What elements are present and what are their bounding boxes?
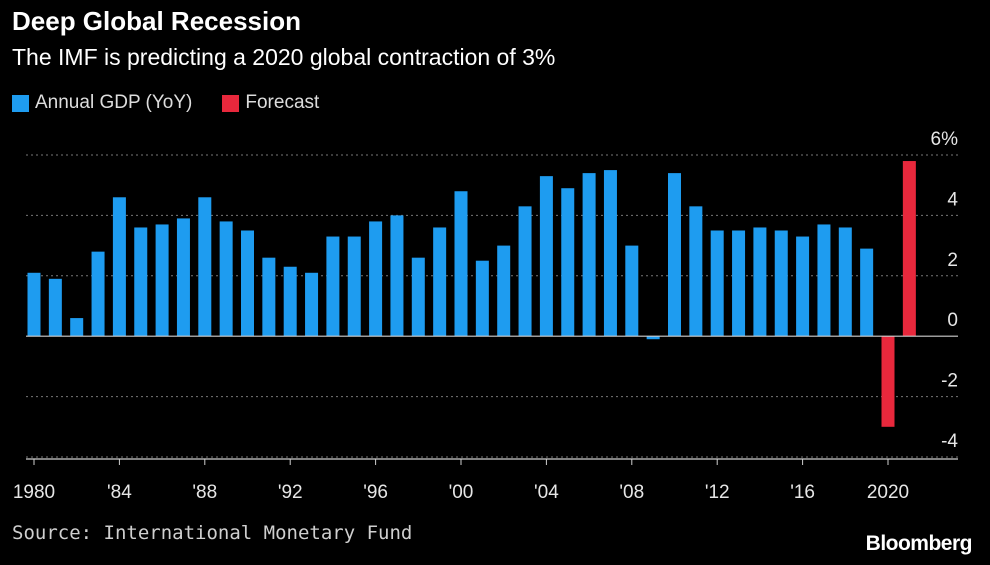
legend-swatch-annual-gdp	[12, 94, 29, 112]
y-tick-label: -2	[941, 371, 958, 392]
x-tick-label: '12	[705, 482, 730, 503]
source-note: Source: International Monetary Fund	[12, 522, 413, 544]
bar-annual-gdp	[91, 251, 105, 337]
bar-annual-gdp	[860, 248, 874, 337]
y-tick-label: 4	[947, 189, 958, 210]
bar-annual-gdp	[732, 230, 746, 337]
x-tick-label: '00	[449, 482, 474, 503]
bar-annual-gdp	[27, 272, 41, 337]
x-tick-label: 1980	[13, 482, 55, 503]
bar-forecast	[902, 161, 916, 337]
bloomberg-logo: Bloomberg	[865, 532, 973, 555]
legend-item-annual-gdp: Annual GDP (YoY)	[12, 92, 192, 114]
bar-annual-gdp	[625, 245, 639, 337]
bar-annual-gdp	[70, 318, 84, 337]
bar-annual-gdp	[433, 227, 447, 337]
bar-annual-gdp	[369, 221, 383, 337]
bar-annual-gdp	[48, 278, 62, 337]
bar-annual-gdp	[176, 218, 190, 337]
bar-annual-gdp	[582, 173, 596, 337]
chart-title: Deep Global Recession	[12, 6, 301, 36]
x-tick-label: '16	[790, 482, 815, 503]
y-tick-label: 2	[947, 250, 958, 271]
bar-annual-gdp	[710, 230, 724, 337]
bar-annual-gdp	[283, 266, 297, 337]
legend-label-annual-gdp: Annual GDP (YoY)	[35, 92, 193, 113]
bar-annual-gdp	[262, 257, 276, 337]
bar-annual-gdp	[241, 230, 254, 337]
bar-annual-gdp	[347, 236, 361, 337]
bar-annual-gdp	[390, 215, 404, 337]
bar-annual-gdp	[753, 227, 767, 337]
x-tick-label: '04	[534, 482, 559, 503]
bar-annual-gdp	[134, 227, 148, 337]
x-tick-label: '84	[107, 482, 132, 503]
bar-annual-gdp	[497, 245, 511, 337]
bar-annual-gdp	[155, 224, 169, 337]
y-tick-label: 6%	[931, 129, 959, 150]
y-tick-label: 0	[947, 310, 958, 331]
x-tick-label: '96	[363, 482, 388, 503]
bar-annual-gdp	[326, 236, 340, 337]
bar-annual-gdp	[646, 336, 660, 340]
bar-annual-gdp	[689, 206, 703, 337]
bar-annual-gdp	[603, 170, 617, 337]
x-tick-label: '08	[619, 482, 644, 503]
bar-annual-gdp	[561, 188, 575, 337]
bar-annual-gdp	[838, 227, 852, 337]
bar-annual-gdp	[219, 221, 233, 337]
x-tick-label: 2020	[867, 482, 909, 503]
bar-annual-gdp	[796, 236, 810, 337]
x-tick-label: '92	[278, 482, 303, 503]
legend: Annual GDP (YoY) Forecast	[12, 92, 319, 114]
bar-annual-gdp	[411, 257, 425, 337]
bar-annual-gdp	[774, 230, 788, 337]
bar-forecast	[881, 336, 895, 427]
x-tick-label: '88	[192, 482, 217, 503]
bar-annual-gdp	[518, 206, 532, 337]
bar-annual-gdp	[112, 197, 126, 337]
bar-annual-gdp	[475, 260, 489, 337]
y-tick-label: -4	[941, 431, 958, 452]
bar-annual-gdp	[668, 173, 681, 337]
bar-annual-gdp	[454, 191, 468, 337]
bar-annual-gdp	[539, 176, 553, 337]
bar-annual-gdp	[817, 224, 831, 337]
legend-item-forecast: Forecast	[222, 92, 319, 114]
bar-annual-gdp	[198, 197, 212, 337]
bar-annual-gdp	[305, 272, 319, 337]
legend-label-forecast: Forecast	[245, 92, 320, 113]
legend-swatch-forecast	[222, 94, 240, 112]
chart-subtitle: The IMF is predicting a 2020 global cont…	[12, 44, 556, 70]
